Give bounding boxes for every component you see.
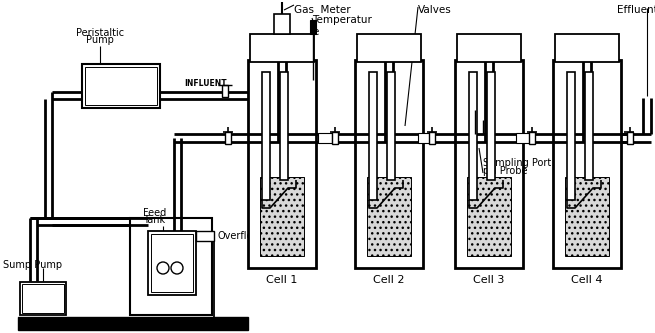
Text: Valves: Valves (418, 5, 452, 15)
Bar (418, 133, 432, 143)
Bar (22, 284, 64, 313)
Text: Tank: Tank (143, 215, 165, 225)
Bar (130, 218, 212, 315)
Bar (609, 60, 621, 268)
Bar (553, 60, 565, 268)
Text: Overflow: Overflow (218, 231, 261, 241)
Bar (355, 60, 367, 268)
Bar (260, 177, 304, 256)
Bar (280, 72, 288, 180)
Bar (262, 72, 270, 200)
Bar (82, 64, 160, 108)
Bar (248, 60, 316, 268)
Bar (555, 34, 619, 62)
Text: pH Probe: pH Probe (483, 166, 527, 176)
Bar (553, 60, 621, 72)
Bar (248, 60, 316, 72)
Bar (304, 60, 316, 268)
Bar (467, 177, 511, 256)
Text: Cell 2: Cell 2 (373, 275, 405, 285)
Text: Cell 1: Cell 1 (267, 275, 297, 285)
Bar (148, 231, 196, 295)
Bar (355, 60, 423, 268)
Bar (411, 60, 423, 268)
Bar (455, 60, 523, 268)
Text: Sump Pump: Sump Pump (3, 260, 62, 270)
Bar (222, 85, 228, 97)
Bar (133, 221, 209, 312)
Bar (627, 132, 633, 144)
Bar (85, 67, 157, 105)
Bar (369, 72, 377, 200)
Bar (565, 177, 609, 256)
Bar (310, 20, 316, 34)
Text: Gas  Meter: Gas Meter (294, 5, 350, 15)
Bar (567, 72, 575, 200)
Text: Feed: Feed (143, 208, 166, 218)
Text: Pump: Pump (86, 35, 114, 45)
Bar (355, 60, 423, 72)
Bar (457, 34, 521, 62)
Bar (511, 60, 523, 268)
Bar (151, 234, 193, 292)
Text: Temperatur
e: Temperatur e (312, 15, 372, 37)
Bar (455, 60, 467, 268)
Bar (367, 177, 411, 256)
Bar (553, 60, 621, 268)
Bar (429, 132, 435, 144)
Bar (20, 282, 66, 315)
Text: Cell 4: Cell 4 (571, 275, 603, 285)
Bar (274, 14, 290, 34)
Text: Sampling Port: Sampling Port (483, 158, 552, 168)
Bar (332, 132, 338, 144)
Bar (516, 133, 530, 143)
Bar (469, 72, 477, 200)
Bar (585, 72, 593, 180)
Bar (248, 60, 260, 268)
Text: Influent Channel: Influent Channel (86, 323, 179, 333)
Bar (455, 60, 523, 72)
Text: Effluent: Effluent (616, 5, 655, 15)
Text: Peristaltic: Peristaltic (76, 28, 124, 38)
Bar (225, 132, 231, 144)
Bar (18, 317, 248, 330)
Bar (487, 72, 495, 180)
Bar (318, 133, 332, 143)
Text: INFLUENT: INFLUENT (185, 79, 227, 88)
Bar (357, 34, 421, 62)
Bar (387, 72, 395, 180)
Bar (250, 34, 314, 62)
Bar (196, 231, 214, 241)
Text: Cell 3: Cell 3 (474, 275, 505, 285)
Bar (529, 132, 535, 144)
